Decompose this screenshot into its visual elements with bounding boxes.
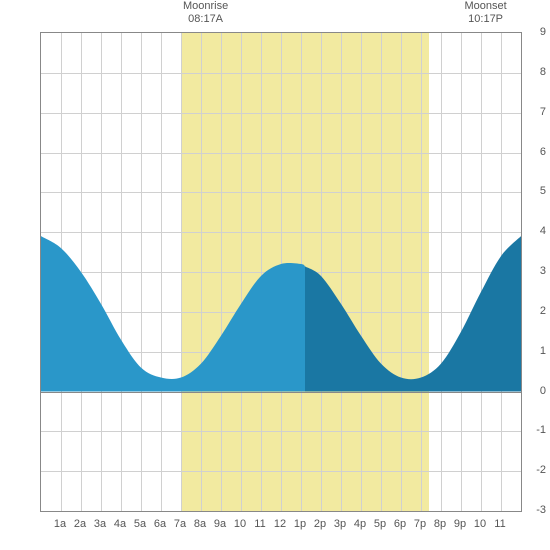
x-tick: 2a [74,518,86,550]
x-tick: 10 [474,518,486,550]
y-tick: -1 [524,424,546,436]
x-tick: 7p [414,518,426,550]
moonrise-label: Moonrise 08:17A [176,0,236,26]
y-tick: 5 [524,185,546,197]
plot-area [40,32,522,512]
x-tick: 6p [394,518,406,550]
y-tick: 3 [524,265,546,277]
chart-header: Moonrise 08:17A Moonset 10:17P [0,0,550,30]
x-tick: 10 [234,518,246,550]
x-tick: 11 [254,518,265,550]
x-tick: 5p [374,518,386,550]
moonset-title: Moonset [456,0,516,13]
x-tick: 3a [94,518,106,550]
moonset-label: Moonset 10:17P [456,0,516,26]
moonset-time: 10:17P [456,13,516,26]
x-tick: 7a [174,518,186,550]
zero-line [41,392,521,393]
x-tick: 6a [154,518,166,550]
x-tick: 8p [434,518,446,550]
x-tick: 11 [494,518,505,550]
moonrise-title: Moonrise [176,0,236,13]
x-tick: 8a [194,518,206,550]
y-tick: 7 [524,106,546,118]
y-tick: -3 [524,504,546,516]
y-tick: -2 [524,464,546,476]
x-tick: 9a [214,518,226,550]
x-tick: 4p [354,518,366,550]
y-tick: 9 [524,26,546,38]
x-tick: 9p [454,518,466,550]
x-tick: 1a [54,518,66,550]
x-tick: 1p [294,518,306,550]
x-tick: 4a [114,518,126,550]
y-tick: 0 [524,385,546,397]
moonrise-time: 08:17A [176,13,236,26]
y-tick: 2 [524,305,546,317]
y-tick: 4 [524,225,546,237]
y-tick: 8 [524,66,546,78]
x-tick: 3p [334,518,346,550]
x-tick: 5a [134,518,146,550]
x-tick: 12 [274,518,286,550]
tide-area [41,33,521,511]
y-tick: 6 [524,146,546,158]
tide-chart: Moonrise 08:17A Moonset 10:17P -3-2-1012… [0,0,550,550]
y-tick: 1 [524,345,546,357]
x-tick: 2p [314,518,326,550]
